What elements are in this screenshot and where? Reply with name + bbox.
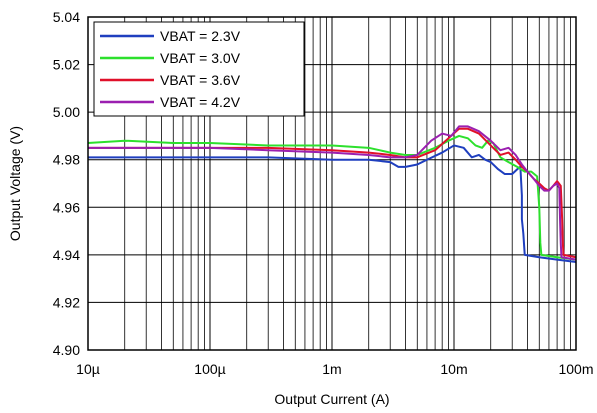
tick-labels: 10µ 100µ 1m 10m 100m 4.90 4.92 4.94 4.96 4.98 5.00…	[53, 9, 594, 377]
y-tick-label: 5.00	[53, 104, 80, 120]
y-tick-label: 4.92	[53, 294, 80, 310]
legend: VBAT = 2.3V VBAT = 3.0V VBAT = 3.6V VBAT = …	[93, 21, 305, 117]
legend-box	[93, 21, 305, 117]
x-tick-label: 100m	[558, 361, 593, 377]
legend-label: VBAT = 3.6V	[160, 72, 241, 88]
x-tick-label: 1m	[322, 361, 341, 377]
y-tick-label: 5.04	[53, 9, 80, 25]
legend-label: VBAT = 4.2V	[160, 94, 241, 110]
y-tick-label: 4.90	[53, 342, 80, 358]
y-tick-label: 5.02	[53, 57, 80, 73]
x-tick-label: 10µ	[76, 361, 100, 377]
x-tick-label: 10m	[440, 361, 467, 377]
y-tick-label: 4.98	[53, 152, 80, 168]
y-tick-label: 4.94	[53, 247, 80, 263]
x-tick-label: 100µ	[194, 361, 225, 377]
plot-frame	[87, 16, 577, 351]
series-line-1	[88, 144, 577, 263]
y-tick-label: 4.96	[53, 199, 80, 215]
legend-label: VBAT = 3.0V	[160, 50, 241, 66]
y-axis-title: Output Voltage (V)	[7, 126, 23, 241]
series-line-4	[88, 125, 577, 261]
series-line-3	[88, 127, 577, 259]
x-axis-title: Output Current (A)	[274, 391, 389, 407]
legend-label: VBAT = 2.3V	[160, 28, 241, 44]
series-line-2	[87, 134, 577, 261]
series-lines	[87, 125, 577, 263]
